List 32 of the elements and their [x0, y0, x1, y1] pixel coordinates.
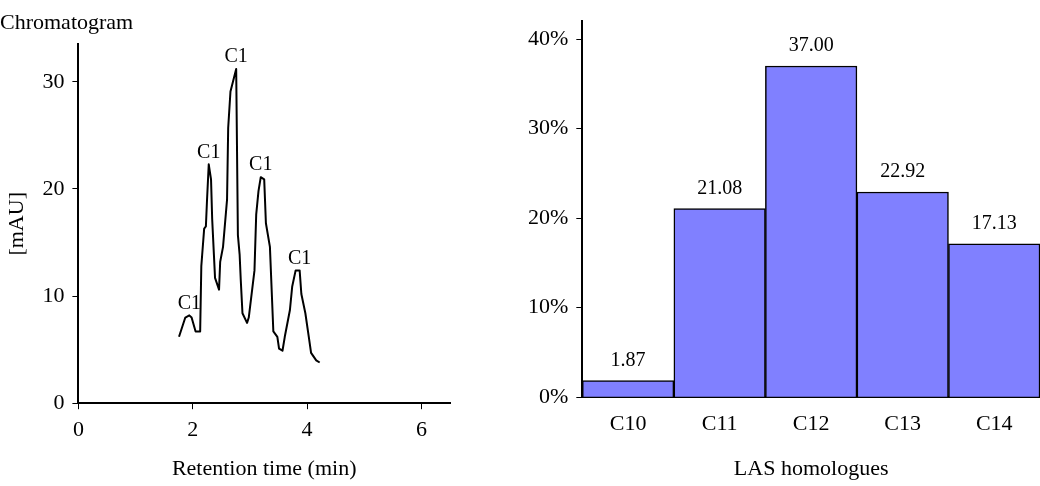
x-tick-label: 2 [187, 416, 199, 442]
x-tick-label: C13 [884, 410, 922, 436]
y-tick-label: 20 [42, 174, 65, 200]
x-tick-label: 0 [72, 416, 84, 442]
y-tick-label: 0% [539, 382, 569, 408]
x-tick-label: C12 [792, 410, 830, 436]
y-tick-label: 20% [528, 203, 569, 229]
annotation: C1 [197, 139, 221, 162]
x-tick-label: C14 [975, 410, 1013, 436]
data-label: 22.92 [880, 159, 926, 182]
y-tick-label: 10 [42, 281, 65, 307]
y-tick-label: 30% [528, 114, 569, 140]
y-tick-label: 30 [42, 67, 65, 93]
data-label: 37.00 [788, 33, 834, 56]
x-tick-label: C11 [701, 410, 738, 436]
x-tick-label: C10 [609, 410, 647, 436]
data-label: 21.08 [697, 175, 743, 198]
annotation: C1 [224, 44, 248, 67]
x-axis-title: Retention time (min) [171, 454, 357, 480]
data-label: 17.13 [971, 211, 1017, 234]
annotation: C1 [177, 290, 201, 313]
y-tick-label: 10% [528, 293, 569, 319]
y-axis-title: [mAU] [2, 192, 28, 256]
x-tick-label: 4 [301, 416, 313, 442]
chart-title: Chromatogram [0, 8, 134, 34]
annotation: C1 [249, 152, 273, 175]
data-label: 1.87 [610, 347, 646, 370]
x-axis-title: LAS homologues [733, 454, 889, 480]
x-tick-label: 6 [415, 416, 427, 442]
y-tick-label: 40% [528, 24, 569, 50]
annotation: C1 [287, 245, 312, 268]
y-tick-label: 0 [53, 388, 65, 414]
